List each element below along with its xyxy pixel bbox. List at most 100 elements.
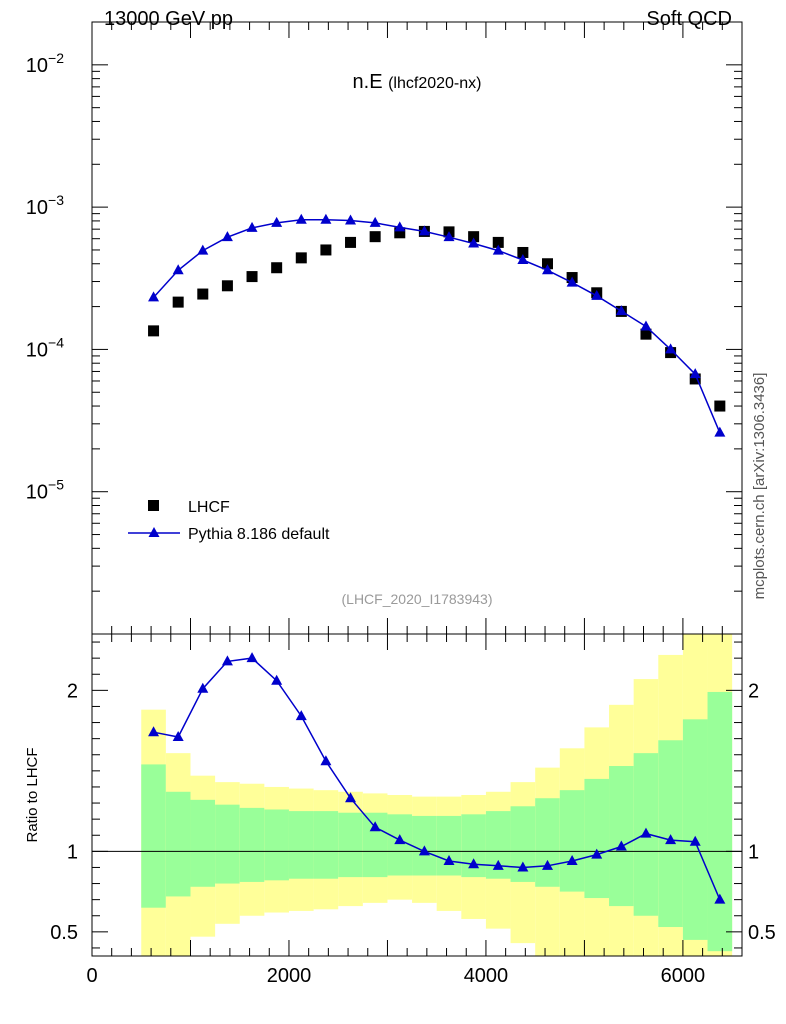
x-tick-label: 6000 — [661, 965, 706, 987]
ratio-point — [418, 845, 430, 856]
ratio-frame — [91, 633, 743, 957]
ratio-point — [295, 710, 307, 721]
data-point-pythia — [468, 237, 480, 248]
data-point-pythia — [665, 343, 677, 354]
legend-marker-pythia — [148, 527, 160, 537]
y-tick-label: 10−2 — [26, 50, 64, 77]
data-point-pythia — [345, 214, 357, 225]
x-tick-label: 2000 — [267, 965, 312, 987]
ratio-point — [246, 652, 258, 663]
data-point-pythia — [320, 213, 332, 224]
data-point-pythia — [640, 320, 652, 331]
data-point-lhcf — [172, 296, 184, 308]
axis-labels: 10−5 10−4 10−3 10−2 n.E (lhcf2020-nx) (LHCF_2… — [24, 50, 776, 987]
data-point-pythia — [615, 305, 627, 316]
ratio-y-tick-label-right: 1 — [748, 841, 759, 863]
data-point-lhcf — [517, 246, 529, 258]
ratio-point — [665, 834, 677, 845]
inner-band-bin — [535, 798, 560, 887]
ratio-point — [221, 655, 233, 666]
ratio-point — [566, 855, 578, 866]
ratio-point — [591, 848, 603, 859]
ratio-y-tick-label: 2 — [67, 680, 78, 702]
process-label: Soft QCD — [646, 8, 732, 30]
inner-band-bin — [215, 804, 240, 884]
source-side-label: mcplots.cern.ch [arXiv:1306.3436] — [751, 373, 768, 600]
axis-ticks — [91, 21, 743, 956]
ratio-axis-title: Ratio to LHCF — [24, 747, 41, 842]
ratio-y-tick-label: 0.5 — [50, 922, 78, 944]
data-point-pythia — [271, 216, 283, 227]
plot-frames — [91, 21, 743, 957]
ratio-y-tick-label-right: 0.5 — [748, 922, 776, 944]
x-tick-label: 4000 — [464, 965, 509, 987]
energy-label: 13000 GeV pp — [104, 8, 233, 30]
ratio-series-layer — [148, 652, 726, 904]
data-point-lhcf — [714, 400, 726, 412]
data-point-lhcf — [468, 231, 480, 243]
inner-band-bin — [609, 766, 634, 907]
data-point-pythia — [714, 426, 726, 437]
legend: LHCF Pythia 8.186 default — [128, 499, 330, 543]
data-point-pythia — [443, 231, 455, 242]
data-point-pythia — [246, 221, 258, 232]
inner-band-bin — [682, 719, 708, 940]
y-tick-label: 10−3 — [26, 192, 64, 219]
ratio-y-tick-label-right: 2 — [748, 680, 759, 702]
ratio-point — [640, 827, 652, 838]
data-point-lhcf — [492, 236, 504, 248]
data-point-pythia — [148, 291, 160, 302]
legend-marker-lhcf — [148, 500, 159, 511]
data-point-pythia — [221, 231, 233, 242]
chart-title: n.E (lhcf2020-nx) — [353, 71, 482, 93]
inner-band-bin — [584, 778, 610, 899]
data-point-lhcf — [394, 227, 406, 239]
inner-band-bin — [658, 740, 683, 928]
inner-band-bin — [239, 807, 265, 882]
data-point-pythia — [394, 221, 406, 232]
data-point-lhcf — [148, 325, 160, 337]
ratio-point — [394, 834, 406, 845]
inner-band-bin — [190, 799, 216, 887]
ratio-point — [369, 821, 381, 832]
ratio-point — [517, 861, 529, 872]
ratio-point — [271, 674, 283, 685]
ratio-y-tick-label: 1 — [67, 841, 78, 863]
inner-band-bin — [288, 811, 314, 879]
inner-band-bin — [141, 764, 166, 908]
data-point-pythia — [517, 254, 529, 265]
data-point-pythia — [591, 289, 603, 300]
data-point-lhcf — [271, 262, 283, 274]
pythia-line — [153, 219, 721, 433]
data-point-lhcf — [320, 244, 332, 256]
data-point-lhcf — [369, 231, 381, 243]
ratio-point — [615, 840, 627, 851]
data-point-lhcf — [640, 328, 652, 340]
legend-label-lhcf: LHCF — [188, 499, 230, 516]
ratio-uncertainty-bands — [141, 634, 733, 956]
ratio-point — [443, 855, 455, 866]
x-tick-label: 0 — [86, 965, 97, 987]
ratio-point — [468, 858, 480, 869]
data-point-lhcf — [197, 288, 209, 300]
data-point-lhcf — [221, 280, 233, 292]
ratio-point — [148, 726, 160, 737]
ratio-point — [541, 859, 553, 870]
analysis-watermark: (LHCF_2020_I1783943) — [342, 591, 493, 607]
data-point-pythia — [566, 276, 578, 287]
data-point-pythia — [295, 213, 307, 224]
ratio-point — [172, 731, 184, 742]
y-tick-label: 10−5 — [26, 477, 64, 504]
ratio-point — [197, 682, 209, 693]
legend-label-pythia: Pythia 8.186 default — [188, 526, 330, 543]
inner-band-bin — [338, 812, 363, 878]
data-point-pythia — [492, 244, 504, 255]
data-point-pythia — [689, 368, 701, 379]
data-point-lhcf — [345, 236, 357, 248]
main-series-layer — [148, 213, 726, 437]
inner-band-bin — [559, 790, 585, 892]
ratio-point — [689, 835, 701, 846]
data-point-pythia — [197, 244, 209, 255]
data-point-pythia — [369, 216, 381, 227]
